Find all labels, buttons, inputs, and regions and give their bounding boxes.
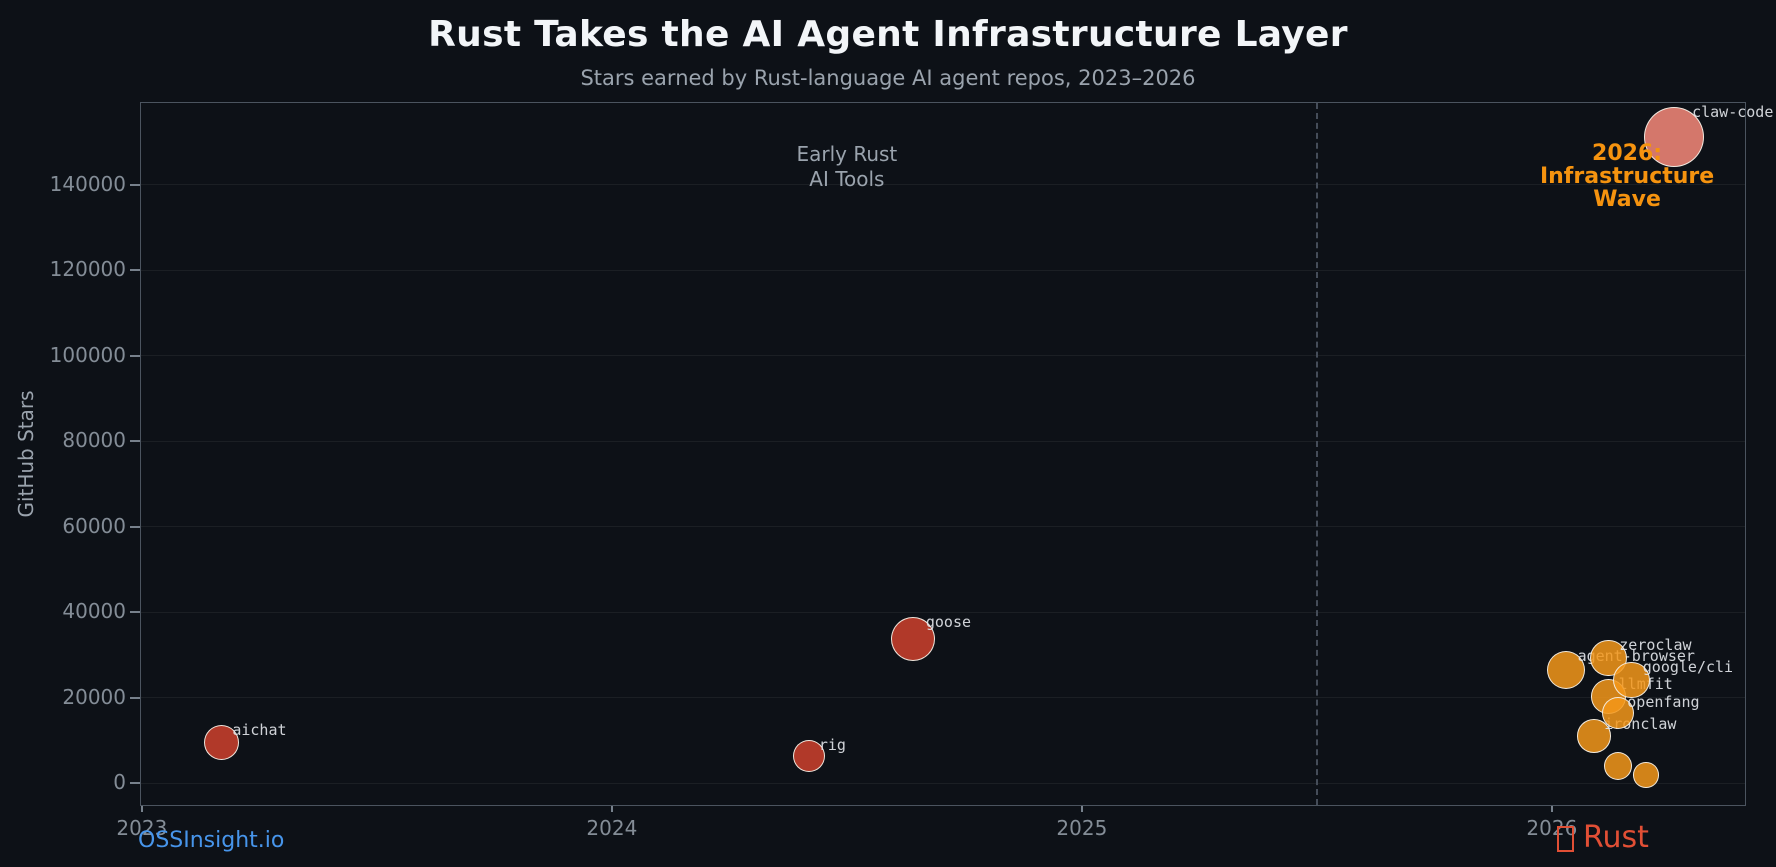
rust-tofu-glyph-icon	[1557, 826, 1574, 852]
y-tick-mark-0	[130, 782, 140, 784]
gridline-y-60000	[141, 526, 1745, 527]
bubble-openfang[interactable]	[1601, 697, 1634, 730]
y-tick-label-120000: 120000	[49, 257, 126, 281]
gridline-y-20000	[141, 697, 1745, 698]
bubble-unlabeled[interactable]	[1603, 751, 1632, 780]
chart-title: Rust Takes the AI Agent Infrastructure L…	[428, 14, 1348, 55]
x-tick-label-2024: 2024	[586, 816, 638, 840]
google/cli-label: google/cli	[1642, 657, 1734, 676]
x-tick-label-2025: 2025	[1056, 816, 1108, 840]
annotation-1: 2026: Infrastructure Wave	[1539, 140, 1715, 212]
claw-code-label: claw-code	[1692, 102, 1774, 121]
bubble-ironclaw[interactable]	[1577, 719, 1611, 753]
era-divider-dashed-line	[1315, 103, 1318, 805]
y-tick-label-20000: 20000	[62, 684, 126, 709]
y-tick-mark-40000	[130, 611, 140, 613]
plot-area-border	[140, 102, 1746, 806]
gridline-y-0	[141, 782, 1745, 784]
y-tick-label-140000: 140000	[49, 171, 126, 196]
bubble-rig[interactable]	[793, 739, 826, 772]
aichat-label: aichat	[232, 721, 287, 740]
gridline-y-80000	[141, 440, 1745, 442]
x-tick-mark-2025	[1080, 806, 1083, 812]
bubble-agent-browser[interactable]	[1546, 650, 1586, 690]
y-tick-mark-140000	[130, 183, 140, 186]
gridline-y-120000	[141, 269, 1745, 271]
bubble-aichat[interactable]	[204, 725, 240, 761]
zeroclaw-label: zeroclaw	[1619, 635, 1692, 654]
rig-label: rig	[818, 735, 846, 754]
rust-logo: Rust	[1557, 820, 1649, 855]
bubble-claw-code[interactable]	[1644, 106, 1705, 167]
y-axis-label: GitHub Stars	[14, 390, 38, 518]
bubble-unlabeled[interactable]	[1633, 762, 1659, 788]
y-tick-label-100000: 100000	[49, 342, 126, 367]
y-tick-mark-20000	[130, 696, 140, 699]
y-tick-mark-100000	[130, 354, 140, 357]
chart-subtitle: Stars earned by Rust-language AI agent r…	[580, 66, 1196, 90]
y-tick-label-0: 0	[113, 770, 126, 794]
x-tick-label-2026: 2026	[1526, 816, 1578, 840]
y-tick-label-60000: 60000	[62, 513, 126, 538]
gridline-y-40000	[141, 611, 1745, 613]
x-tick-label-2023: 2023	[116, 816, 168, 840]
gridline-y-100000	[141, 355, 1745, 356]
x-tick-mark-2026	[1550, 806, 1553, 812]
x-tick-mark-2023	[140, 806, 143, 812]
y-tick-mark-120000	[130, 269, 140, 271]
ossinsight-link[interactable]: OSSInsight.io	[138, 828, 285, 853]
y-tick-label-80000: 80000	[62, 428, 126, 452]
goose-label: goose	[925, 612, 972, 631]
bubble-google/cli[interactable]	[1613, 661, 1651, 699]
annotation-0: Early Rust AI Tools	[796, 141, 898, 191]
rust-logo-label: Rust	[1583, 820, 1649, 855]
gridline-y-140000	[141, 184, 1745, 185]
bubble-goose[interactable]	[890, 616, 935, 661]
y-tick-mark-80000	[130, 440, 140, 442]
x-tick-mark-2024	[610, 806, 613, 812]
y-tick-label-40000: 40000	[62, 599, 126, 623]
openfang-label: openfang	[1627, 693, 1700, 712]
y-tick-mark-60000	[130, 525, 140, 528]
